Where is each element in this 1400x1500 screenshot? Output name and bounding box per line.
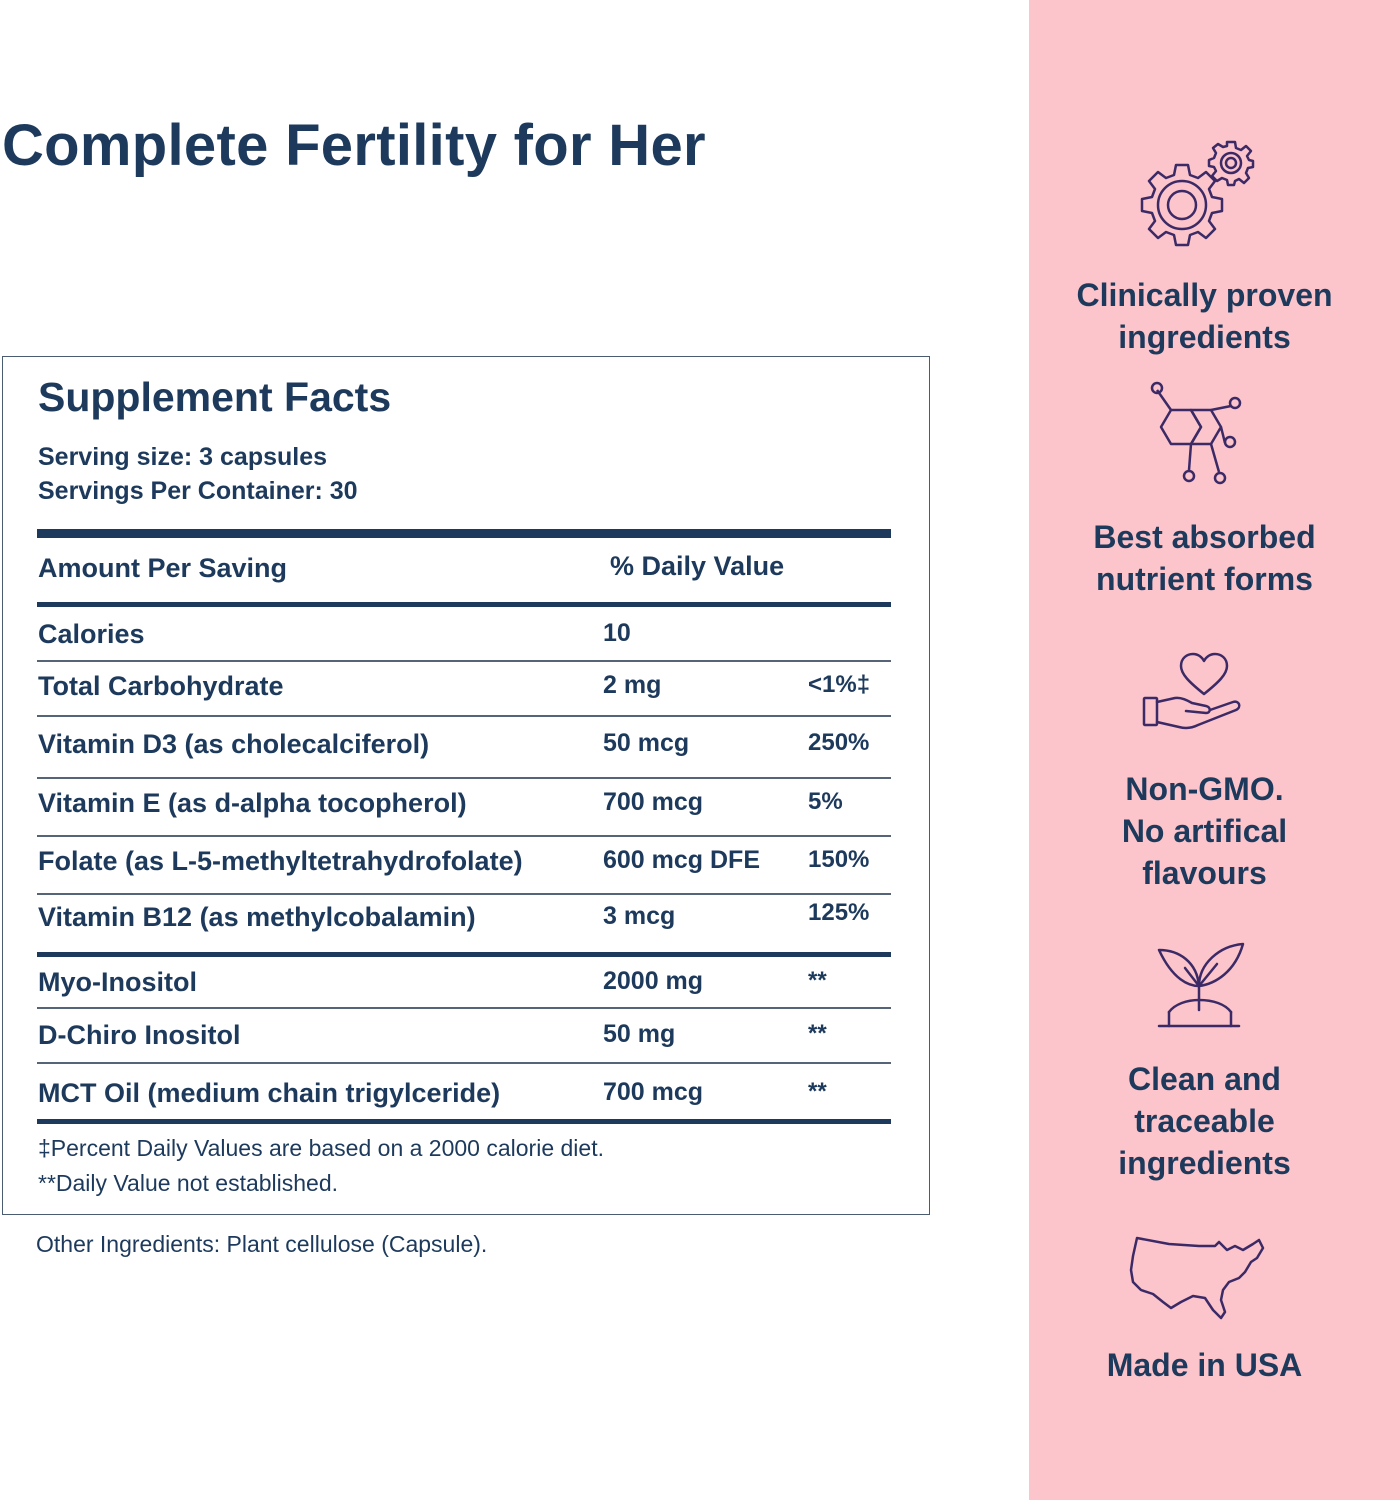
feature-line: traceable — [1134, 1103, 1275, 1139]
feature-label: Best absorbed nutrient forms — [1029, 516, 1380, 600]
nutrient-name: Calories — [38, 619, 145, 649]
page-title: Complete Fertility for Her — [2, 113, 706, 178]
nutrient-daily-value: 125% — [808, 899, 870, 926]
feature-label: Clinically proven ingredients — [1029, 274, 1380, 358]
feature-line: No artifical — [1121, 813, 1288, 849]
header-daily-value: % Daily Value — [610, 551, 785, 581]
nutrient-name: Myo-Inositol — [38, 967, 197, 997]
feature-line: flavours — [1142, 855, 1267, 891]
serving-size: Serving size: 3 capsules — [38, 443, 328, 471]
nutrient-name: Vitamin E (as d-alpha tocopherol) — [38, 788, 467, 818]
nutrient-daily-value: 150% — [808, 846, 870, 873]
feature-line: Clinically proven — [1076, 277, 1333, 313]
divider-medium — [37, 602, 891, 607]
supplement-facts-panel: Supplement Facts Serving size: 3 capsule… — [2, 356, 930, 1215]
feature-label: Clean and traceable ingredients — [1029, 1058, 1380, 1184]
table-row: Myo-Inositol 2000 mg ** — [3, 967, 931, 1007]
nutrient-daily-value: ** — [808, 967, 827, 994]
divider-thin — [37, 715, 891, 717]
divider-thin — [37, 835, 891, 837]
nutrient-name: MCT Oil (medium chain trigylceride) — [38, 1078, 501, 1108]
feature-line: Clean and — [1128, 1061, 1281, 1097]
nutrient-daily-value: <1%‡ — [808, 671, 871, 698]
nutrient-name: Folate (as L-5-methyltetrahydrofolate) — [38, 846, 523, 876]
usa-map-icon — [1029, 1232, 1400, 1327]
divider-thin — [37, 1007, 891, 1009]
divider-thin — [37, 1062, 891, 1064]
nutrient-amount: 700 mcg — [603, 788, 704, 816]
feature-line: Non-GMO. — [1125, 771, 1284, 807]
divider-medium — [37, 952, 891, 957]
feature-line: ingredients — [1118, 319, 1291, 355]
table-row: D-Chiro Inositol 50 mg ** — [3, 1020, 931, 1060]
table-row: Vitamin B12 (as methylcobalamin) 3 mcg 1… — [3, 899, 931, 942]
nutrient-amount: 3 mcg — [603, 902, 676, 930]
table-row: Total Carbohydrate 2 mg <1%‡ — [3, 671, 931, 711]
nutrient-amount: 700 mcg — [603, 1078, 704, 1106]
table-row: Folate (as L-5-methyltetrahydrofolate) 6… — [3, 846, 931, 886]
divider-thin — [37, 893, 891, 895]
feature-line: nutrient forms — [1096, 561, 1313, 597]
header-amount-per-serving: Amount Per Saving — [38, 553, 288, 583]
feature-line: Made in USA — [1106, 1347, 1303, 1383]
nutrient-amount: 10 — [603, 619, 631, 647]
servings-per-container: Servings Per Container: 30 — [38, 477, 358, 505]
divider-thin — [37, 777, 891, 779]
hand-heart-icon — [1029, 650, 1400, 745]
nutrient-name: Vitamin D3 (as cholecalciferol) — [38, 729, 430, 759]
molecule-icon — [1029, 380, 1400, 495]
nutrient-amount: 600 mcg DFE — [603, 846, 761, 874]
feature-line: ingredients — [1118, 1145, 1291, 1181]
nutrient-amount: 50 mg — [603, 1020, 676, 1048]
nutrient-daily-value: ** — [808, 1078, 827, 1105]
table-row: Vitamin D3 (as cholecalciferol) 50 mcg 2… — [3, 729, 931, 769]
nutrient-name: Vitamin B12 (as methylcobalamin) — [38, 902, 476, 932]
nutrient-daily-value: 5% — [808, 788, 843, 815]
nutrient-amount: 50 mcg — [603, 729, 690, 757]
other-ingredients: Other Ingredients: Plant cellulose (Caps… — [36, 1231, 488, 1257]
feature-line: Best absorbed — [1093, 519, 1316, 555]
nutrient-amount: 2 mg — [603, 671, 662, 699]
features-panel: Clinically proven ingredients Best absor… — [1029, 0, 1400, 1500]
nutrient-amount: 2000 mg — [603, 967, 704, 995]
divider-thin — [37, 660, 891, 662]
feature-label: Made in USA — [1029, 1344, 1380, 1386]
gears-icon — [1029, 140, 1400, 255]
table-row: Calories 10 — [3, 619, 931, 659]
nutrient-name: D-Chiro Inositol — [38, 1020, 241, 1050]
table-row: Vitamin E (as d-alpha tocopherol) 700 mc… — [3, 788, 931, 828]
table-row: MCT Oil (medium chain trigylceride) 700 … — [3, 1078, 931, 1118]
sprout-icon — [1029, 942, 1400, 1037]
nutrient-daily-value: 250% — [808, 729, 870, 756]
divider-medium — [37, 1119, 891, 1124]
footnote-not-established: **Daily Value not established. — [38, 1170, 339, 1196]
divider-thick — [37, 529, 891, 538]
footnote-daily-values: ‡Percent Daily Values are based on a 200… — [38, 1135, 604, 1161]
nutrient-daily-value: ** — [808, 1020, 827, 1047]
supplement-facts-heading: Supplement Facts — [38, 374, 392, 420]
feature-label: Non-GMO. No artifical flavours — [1029, 768, 1380, 894]
nutrient-name: Total Carbohydrate — [38, 671, 284, 701]
